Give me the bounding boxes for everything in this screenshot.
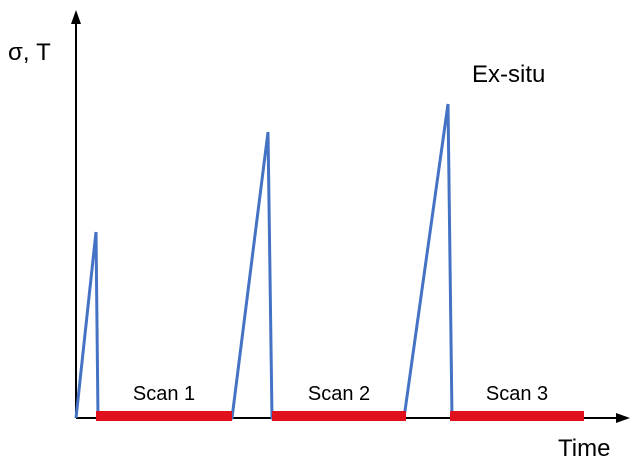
scan-label: Scan 3 (486, 383, 548, 405)
x-axis-arrow-icon (616, 413, 630, 423)
y-axis-label: σ, T (8, 39, 51, 66)
scan-bar (272, 411, 406, 421)
diagram-title: Ex-situ (472, 61, 545, 88)
load-profile-line (74, 103, 454, 420)
scan-1: Scan 1 (96, 383, 232, 421)
x-axis-label: Time (558, 435, 610, 459)
axes (71, 10, 630, 423)
y-axis-arrow-icon (71, 10, 81, 24)
scan-3: Scan 3 (450, 383, 584, 421)
scan-bar (450, 411, 584, 421)
scan-bar (96, 411, 232, 421)
scan-2: Scan 2 (272, 383, 406, 421)
scan-label: Scan 1 (133, 383, 195, 405)
scan-label: Scan 2 (308, 383, 370, 405)
